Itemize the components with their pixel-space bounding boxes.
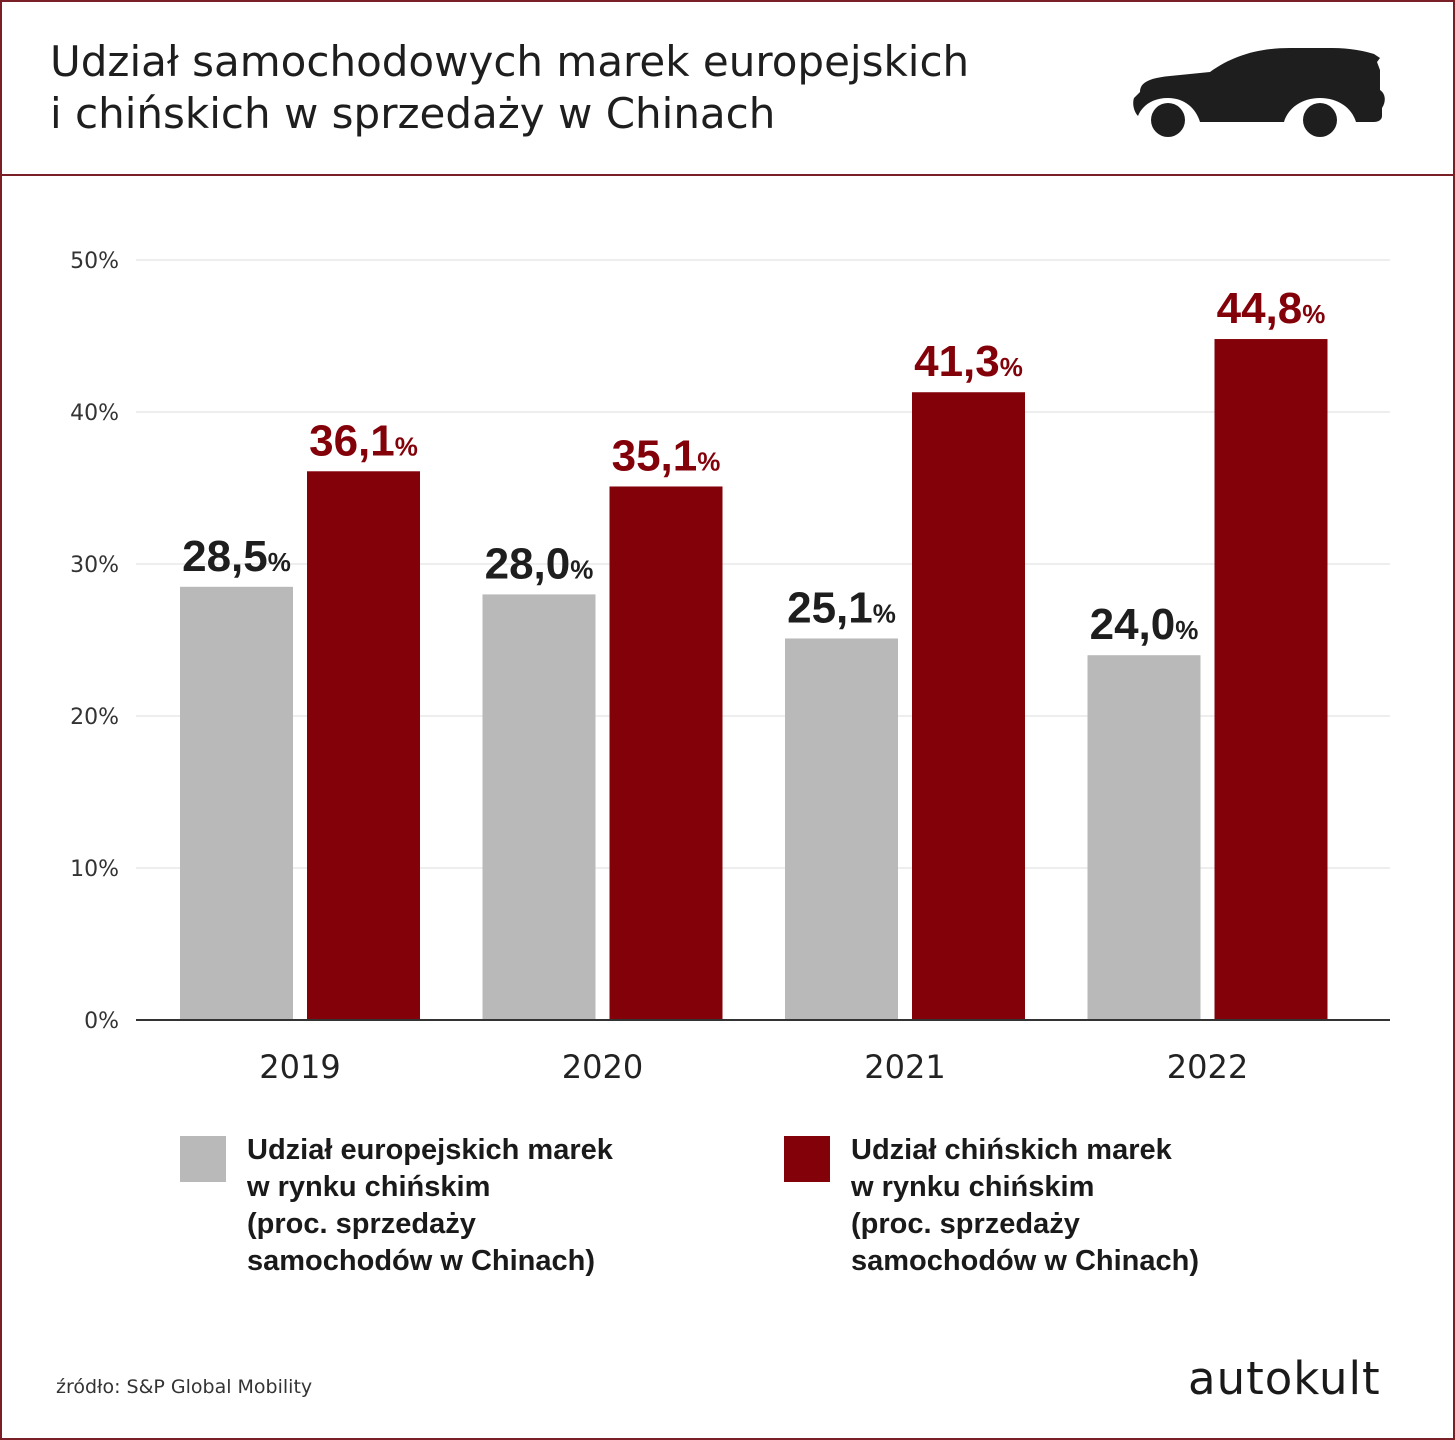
y-tick-label: 20%	[70, 705, 119, 730]
legend-label-chinese: Udział chińskich marek w rynku chińskim …	[851, 1134, 1200, 1277]
value-labels: 28,5% 36,1% 28,0% 35,1% 25,1% 41,3% 24,0% 44,8%	[182, 284, 1325, 649]
bar-european-2020	[482, 594, 596, 1020]
y-tick-label: 30%	[70, 553, 119, 578]
bar-chart: 0% 10% 20% 30% 40% 50% 28,5% 36,1% 28,0% 35,1% 25…	[70, 249, 1390, 1086]
bars	[180, 339, 1328, 1021]
bar-chinese-2020	[609, 486, 723, 1021]
legend-swatch-european	[180, 1136, 226, 1182]
bar-chinese-2021	[912, 392, 1025, 1020]
y-tick-label: 10%	[70, 857, 119, 882]
x-axis-categories: 2019 2020 2021 2022	[259, 1048, 1248, 1086]
data-label: 36,1%	[309, 416, 418, 465]
header: Udział samochodowych marek europejskich …	[2, 2, 1453, 176]
bar-european-2022	[1087, 655, 1201, 1020]
y-tick-label: 0%	[84, 1009, 119, 1034]
data-label: 28,0%	[485, 539, 594, 588]
y-tick-label: 50%	[70, 249, 119, 274]
data-label: 25,1%	[787, 583, 896, 632]
source-note: źródło: S&P Global Mobility	[56, 1376, 313, 1398]
page-title: Udział samochodowych marek europejskich …	[50, 36, 1110, 140]
brand-logo: autokult	[1188, 1352, 1381, 1405]
data-label: 28,5%	[182, 532, 291, 581]
title-line-2: i chińskich w sprzedaży w Chinach	[50, 89, 776, 138]
legend-swatch-chinese	[784, 1136, 830, 1182]
bar-european-2021	[785, 638, 898, 1020]
bar-chinese-2019	[307, 471, 420, 1020]
x-tick-label: 2020	[562, 1048, 643, 1086]
data-label: 35,1%	[612, 431, 721, 480]
legend-label-european: Udział europejskich marek w rynku chińsk…	[247, 1134, 613, 1277]
x-tick-label: 2019	[259, 1048, 340, 1086]
bar-chinese-2022	[1214, 339, 1328, 1020]
data-label: 24,0%	[1090, 600, 1199, 649]
data-label: 44,8%	[1217, 284, 1326, 333]
data-label: 41,3%	[914, 337, 1023, 386]
x-tick-label: 2021	[864, 1048, 945, 1086]
y-axis-ticks: 0% 10% 20% 30% 40% 50%	[70, 249, 119, 1034]
bar-european-2019	[180, 586, 293, 1020]
y-tick-label: 40%	[70, 401, 119, 426]
x-tick-label: 2022	[1167, 1048, 1248, 1086]
car-icon	[1133, 48, 1385, 137]
title-line-1: Udział samochodowych marek europejskich	[50, 37, 970, 86]
